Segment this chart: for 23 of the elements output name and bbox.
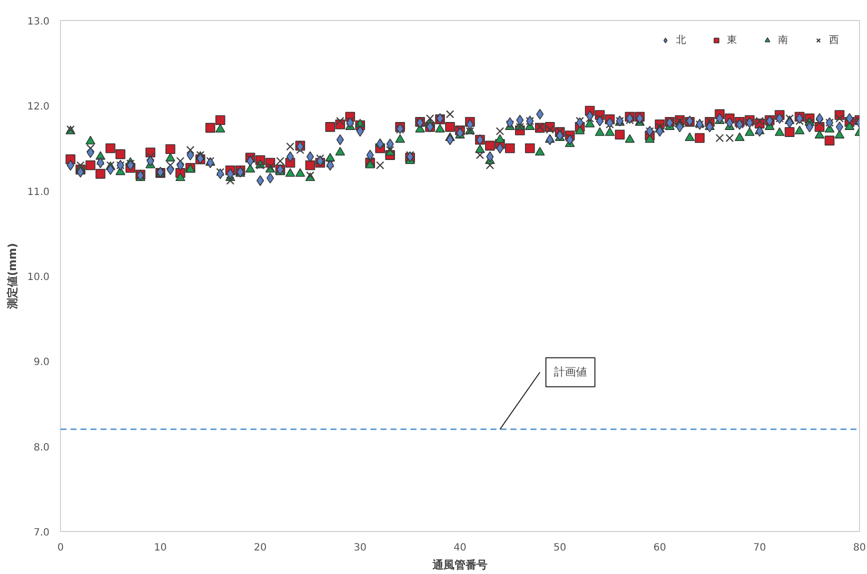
y-tick-label: 8.0	[34, 442, 50, 454]
x-tick-label: 0	[57, 542, 64, 554]
legend-label: 北	[676, 34, 687, 47]
legend-label: 東	[727, 34, 738, 47]
legend-label: 南	[778, 34, 789, 47]
y-tick-label: 12.0	[27, 102, 50, 113]
legend-label: 西	[829, 34, 840, 47]
x-tick-label: 60	[653, 542, 666, 554]
x-tick-label: 50	[554, 542, 566, 554]
y-tick-label: 10.0	[27, 272, 50, 283]
y-tick-label: 7.0	[34, 528, 50, 538]
y-tick-label: 13.0	[27, 16, 50, 28]
y-tick-label: 11.0	[27, 186, 50, 198]
y-axis-title: 測定値(mm)	[6, 243, 20, 310]
x-tick-label: 80	[853, 542, 866, 554]
x-axis-title: 通風管番号	[432, 558, 488, 572]
x-tick-label: 10	[154, 542, 167, 554]
annotation: 計画値	[554, 366, 587, 379]
x-tick-label: 20	[254, 542, 267, 554]
x-tick-label: 30	[354, 542, 366, 554]
y-tick-label: 9.0	[34, 357, 50, 368]
x-tick-label: 40	[454, 542, 466, 554]
x-tick-label: 70	[753, 542, 766, 554]
